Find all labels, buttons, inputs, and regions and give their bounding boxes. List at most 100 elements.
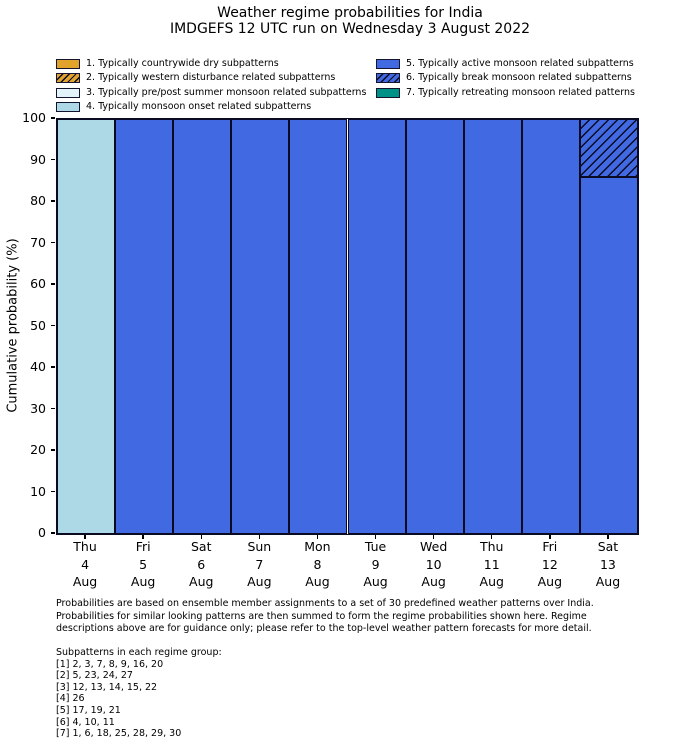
legend-item: 2. Typically western disturbance related… [56,72,335,85]
bar-segment-regime-5 [347,119,406,534]
y-tick-mark [51,324,55,327]
x-tick-mark [549,535,551,539]
plot-area [56,118,639,535]
x-tick-label-line: Sun [247,539,272,554]
x-tick-label-line: 5 [139,556,148,572]
bar-fri-12-aug [521,119,580,534]
legend-label: 3. Typically pre/post summer monsoon rel… [86,86,367,98]
legend-label: 4. Typically monsoon onset related subpa… [86,101,312,112]
subpatterns-line: [4] 26 [56,693,85,705]
x-tick-label-line: Aug [421,574,446,589]
y-tick-label: 0 [38,525,46,540]
legend-label: 1. Typically countrywide dry subpatterns [86,57,279,69]
x-tick-label: Mon 8 Aug [288,538,346,591]
x-tick-label: Thu 4 Aug [56,538,114,591]
subpatterns-line: [5] 17, 19, 21 [56,705,121,716]
bar-sun-7-aug [231,119,290,534]
subpatterns-line: [3] 12, 13, 14, 15, 22 [56,681,158,693]
subpatterns-line: [7] 1, 6, 18, 25, 28, 29, 30 [56,728,182,740]
bar-mon-8-aug [289,119,348,534]
legend-swatch-regime-6 [376,73,400,83]
x-tick-label-line: Thu [73,539,97,554]
subpatterns-line: [1] 2, 3, 7, 8, 9, 16, 20 [56,658,164,670]
legend-item: 3. Typically pre/post summer monsoon rel… [56,86,366,99]
x-tick-label: Fri 12 Aug [521,538,579,591]
y-tick-mark [51,158,55,161]
y-tick-label: 80 [30,193,46,208]
bar-segment-regime-5 [231,119,290,534]
y-tick-mark [51,366,55,368]
page-title: Weather regime probabilities for India [217,5,483,21]
y-tick-mark [51,532,55,534]
y-tick-label: 70 [30,234,46,250]
y-tick-label: 60 [30,276,46,291]
x-tick-label-line: 12 [541,556,558,572]
x-tick-mark [491,535,493,539]
x-tick-label: Thu 11 Aug [463,538,521,591]
x-tick-label-line: Mon [304,539,331,554]
subpatterns-heading: Subpatterns in each regime group: [56,647,222,658]
x-tick-label-line: 10 [425,556,442,572]
legend-item: 5. Typically active monsoon related subp… [376,57,634,70]
legend-swatch-regime-3 [56,87,80,98]
x-tick-label: Fri 5 Aug [114,538,172,591]
x-tick-label-line: 7 [255,556,264,572]
y-tick-label: 90 [30,151,46,167]
y-tick-mark [51,407,55,410]
bar-segment-regime-5 [405,119,464,534]
x-tick-label-line: Thu [480,539,504,554]
legend-swatch-regime-7 [376,87,400,98]
legend-swatch-regime-2 [56,73,80,83]
legend-label: 2. Typically western disturbance related… [86,72,336,83]
x-tick-label-line: 9 [371,556,380,572]
x-tick-label-line: Aug [247,574,272,589]
footnote-line: Probabilities for similar looking patter… [56,610,587,622]
x-tick-label-line: 11 [483,556,500,572]
x-tick-mark [258,535,261,539]
legend-item: 1. Typically countrywide dry subpatterns [56,57,279,70]
x-tick-label-line: Aug [130,574,156,589]
x-tick-label: Sat 13 Aug [579,538,637,591]
bar-segment-regime-5 [579,177,638,534]
y-tick-label: 40 [30,359,46,374]
bar-segment-regime-4 [57,119,116,534]
y-tick-mark [51,490,55,493]
x-tick-mark [200,535,202,539]
legend-label: 5. Typically active monsoon related subp… [406,57,634,69]
x-tick-mark [142,535,144,539]
x-tick-label-line: Aug [305,574,330,589]
x-tick-label-line: Aug [189,574,214,589]
y-tick-label: 100 [22,110,46,125]
legend-swatch-regime-1 [56,58,80,69]
subpatterns-line: [6] 4, 10, 11 [56,716,115,728]
bar-wed-10-aug [405,119,464,534]
bar-sat-13-aug [579,119,638,534]
y-tick-label: 50 [30,317,46,333]
x-tick-mark [432,535,435,539]
x-tick-label-line: Fri [542,539,558,554]
x-tick-mark [316,535,319,539]
bar-thu-11-aug [463,119,522,534]
y-tick-mark [51,449,55,451]
bar-segment-regime-5 [115,119,174,534]
y-tick-label: 30 [30,400,46,416]
legend-label: 7. Typically retreating monsoon related … [406,86,635,98]
bar-thu-4-aug [57,119,116,534]
x-tick-mark [374,535,377,539]
subpatterns-line: [2] 5, 23, 24, 27 [56,670,133,682]
legend-item: 4. Typically monsoon onset related subpa… [56,101,311,114]
y-tick-label: 20 [30,442,46,457]
bar-segment-regime-5 [173,119,232,534]
y-tick-mark [51,117,55,119]
x-tick-label-line: Aug [363,574,388,589]
y-tick-mark [51,200,55,202]
x-tick-label-line: 6 [197,556,206,572]
y-tick-mark [51,283,55,285]
x-tick-label: Wed 10 Aug [405,538,463,591]
bar-segment-regime-5 [463,119,522,534]
x-tick-label-line: Sat [191,539,212,554]
x-tick-label: Sat 6 Aug [172,538,230,591]
bar-segment-regime-5 [521,119,580,534]
legend-swatch-regime-5 [376,58,400,69]
x-tick-label-line: Aug [537,574,563,589]
